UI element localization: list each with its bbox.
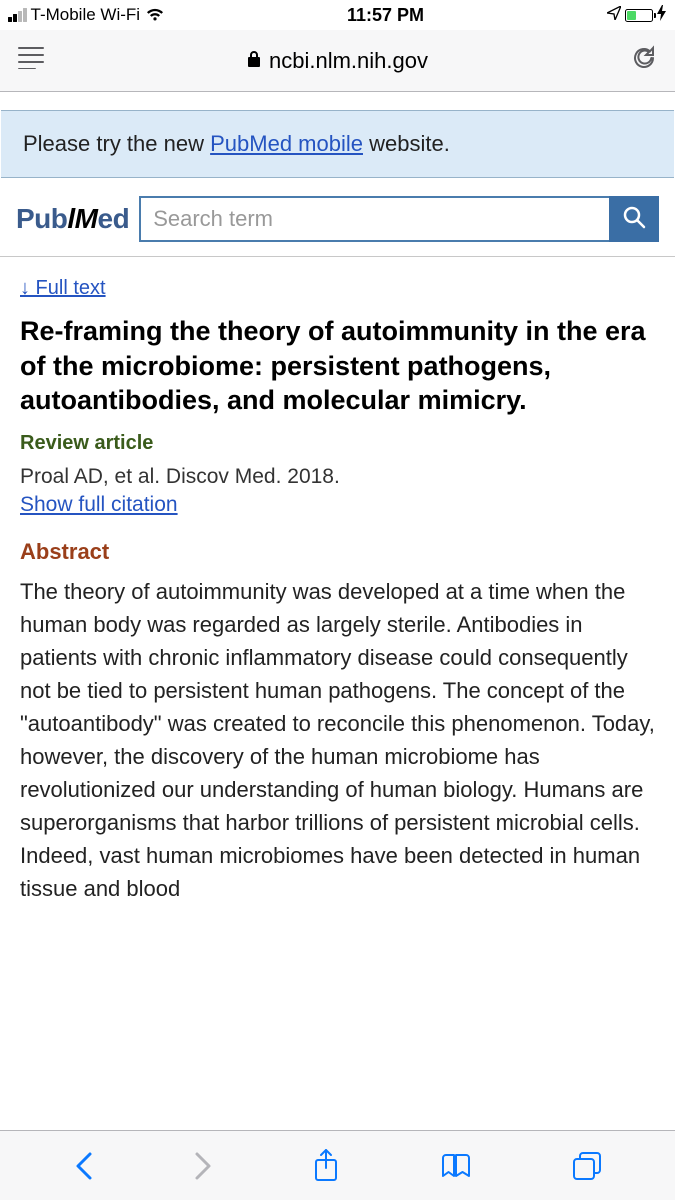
url-text: ncbi.nlm.nih.gov — [269, 48, 428, 74]
url-display[interactable]: ncbi.nlm.nih.gov — [64, 48, 611, 74]
back-icon[interactable] — [74, 1150, 94, 1182]
forward-icon[interactable] — [193, 1150, 213, 1182]
location-icon — [607, 5, 621, 25]
tabs-icon[interactable] — [572, 1151, 602, 1181]
pubmed-header: PublMed — [0, 178, 675, 257]
banner-prefix: Please try the new — [23, 131, 210, 156]
abstract-body: The theory of autoimmunity was developed… — [20, 575, 655, 905]
mobile-banner: Please try the new PubMed mobile website… — [1, 110, 674, 178]
article-type: Review article — [20, 432, 655, 455]
fulltext-link[interactable]: ↓ Full text — [20, 277, 655, 300]
share-icon[interactable] — [312, 1148, 340, 1184]
search-button[interactable] — [609, 196, 659, 242]
safari-address-bar: ncbi.nlm.nih.gov — [0, 30, 675, 92]
pubmed-logo[interactable]: PublMed — [16, 203, 129, 235]
article-content: ↓ Full text Re-framing the theory of aut… — [0, 257, 675, 905]
safari-bottom-toolbar — [0, 1130, 675, 1200]
signal-icon — [8, 8, 27, 22]
search-input[interactable] — [139, 196, 609, 242]
abstract-heading: Abstract — [20, 539, 655, 565]
show-full-citation-link[interactable]: Show full citation — [20, 493, 655, 517]
banner-suffix: website. — [363, 131, 450, 156]
article-title: Re-framing the theory of autoimmunity in… — [20, 314, 655, 418]
citation: Proal AD, et al. Discov Med. 2018. — [20, 465, 655, 489]
search-icon — [622, 205, 646, 234]
clock-label: 11:57 PM — [347, 5, 424, 26]
status-right — [607, 5, 667, 26]
search-wrap — [139, 196, 659, 242]
status-left: T-Mobile Wi-Fi — [8, 5, 164, 25]
battery-icon — [625, 9, 653, 22]
banner-link[interactable]: PubMed mobile — [210, 131, 363, 156]
reader-mode-icon[interactable] — [18, 47, 44, 74]
reload-icon[interactable] — [631, 44, 657, 77]
wifi-icon — [146, 8, 164, 22]
carrier-label: T-Mobile Wi-Fi — [31, 5, 141, 25]
ios-status-bar: T-Mobile Wi-Fi 11:57 PM — [0, 0, 675, 30]
lock-icon — [247, 48, 261, 74]
bookmarks-icon[interactable] — [439, 1152, 473, 1180]
charging-icon — [657, 5, 667, 26]
